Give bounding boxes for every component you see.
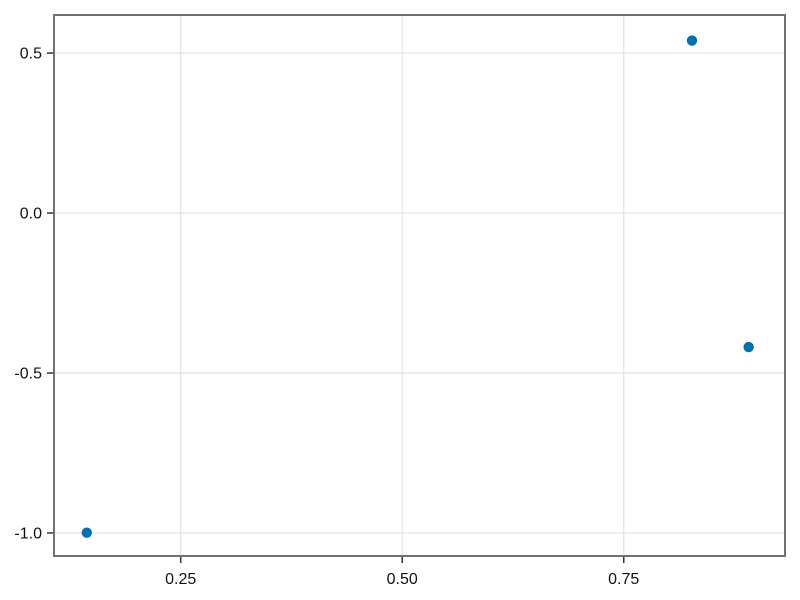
data-point (743, 341, 754, 353)
x-tick-label: 0.50 (387, 571, 418, 588)
data-point (81, 527, 92, 538)
data-point (686, 35, 698, 46)
x-tick-label: 0.75 (608, 571, 639, 588)
x-tick-label: 0.25 (165, 571, 196, 588)
y-tick-label: -1.0 (14, 525, 42, 542)
plot-frame (53, 14, 786, 557)
y-tick-label: -0.5 (14, 366, 42, 383)
plot-background (54, 15, 785, 556)
y-tick-label: 0.0 (20, 206, 42, 223)
y-tick-label: 0.5 (20, 46, 42, 63)
